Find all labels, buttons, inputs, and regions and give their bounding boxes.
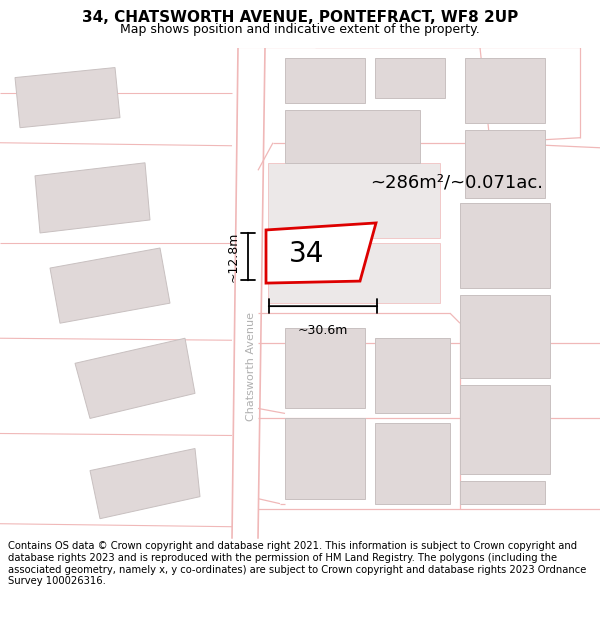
Text: Chatsworth Avenue: Chatsworth Avenue	[246, 312, 256, 421]
Polygon shape	[268, 162, 440, 238]
Polygon shape	[232, 48, 265, 539]
Polygon shape	[460, 203, 550, 288]
Polygon shape	[35, 162, 150, 233]
Polygon shape	[15, 68, 120, 128]
Polygon shape	[50, 248, 170, 323]
Polygon shape	[285, 419, 365, 499]
Polygon shape	[465, 130, 545, 198]
Polygon shape	[272, 230, 370, 278]
Polygon shape	[465, 58, 545, 122]
Text: ~286m²/~0.071ac.: ~286m²/~0.071ac.	[370, 174, 543, 192]
Polygon shape	[285, 109, 420, 162]
Text: Map shows position and indicative extent of the property.: Map shows position and indicative extent…	[120, 22, 480, 36]
Polygon shape	[460, 481, 545, 504]
Polygon shape	[375, 338, 450, 413]
Polygon shape	[375, 424, 450, 504]
Text: ~30.6m: ~30.6m	[298, 324, 348, 338]
Text: 34, CHATSWORTH AVENUE, PONTEFRACT, WF8 2UP: 34, CHATSWORTH AVENUE, PONTEFRACT, WF8 2…	[82, 11, 518, 26]
Polygon shape	[460, 295, 550, 378]
Polygon shape	[375, 58, 445, 98]
Polygon shape	[75, 338, 195, 419]
Polygon shape	[460, 386, 550, 474]
Polygon shape	[266, 223, 376, 283]
Polygon shape	[285, 58, 365, 102]
Text: Contains OS data © Crown copyright and database right 2021. This information is : Contains OS data © Crown copyright and d…	[8, 541, 586, 586]
Polygon shape	[285, 328, 365, 408]
Text: ~12.8m: ~12.8m	[227, 231, 240, 282]
Polygon shape	[268, 243, 440, 303]
Polygon shape	[90, 449, 200, 519]
Text: 34: 34	[289, 240, 325, 268]
